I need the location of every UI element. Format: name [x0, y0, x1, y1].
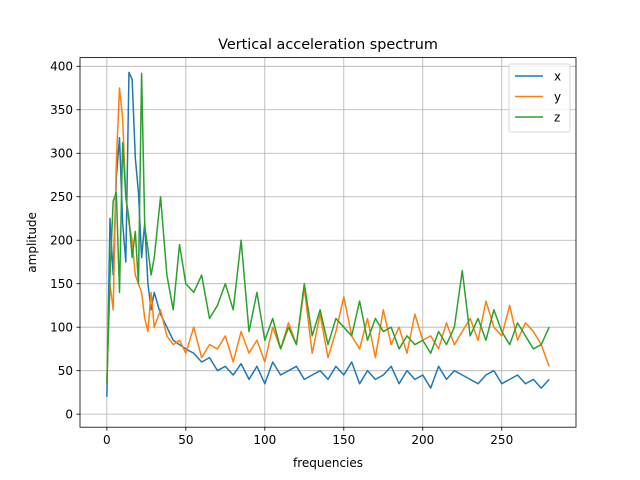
y-tick-label: 400 [50, 59, 73, 73]
plot-frame [79, 57, 577, 428]
series-line-x [106, 71, 550, 397]
chart-title: Vertical acceleration spectrum [218, 37, 438, 53]
y-tick-label: 150 [50, 277, 73, 291]
x-tick-label: 250 [490, 433, 513, 447]
x-tick-label: 200 [411, 433, 434, 447]
y-tick-label: 350 [50, 103, 73, 117]
legend-label-x: x [554, 70, 561, 84]
x-tick-label: 0 [103, 433, 111, 447]
y-tick-label: 250 [50, 190, 73, 204]
y-axis-label: amplitude [25, 212, 39, 273]
x-tick-label: 100 [253, 433, 276, 447]
y-tick-label: 300 [50, 146, 73, 160]
x-tick-label: 50 [178, 433, 193, 447]
x-axis-ticks: 0 50 100 150 200 250 [103, 427, 513, 447]
legend: xyz [508, 63, 571, 133]
grid-lines [80, 57, 576, 428]
x-axis-label: frequencies [293, 456, 363, 470]
legend-box [508, 63, 571, 133]
y-tick-label: 50 [58, 364, 73, 378]
y-tick-label: 200 [50, 233, 73, 247]
series-line-y [106, 87, 550, 380]
y-tick-label: 0 [65, 407, 73, 421]
y-axis-ticks: 0 50 100 150 200 250 300 350 400 [50, 59, 80, 421]
x-tick-label: 150 [332, 433, 355, 447]
legend-label-y: y [554, 90, 561, 104]
series-line-z [106, 72, 550, 384]
series-lines [106, 71, 550, 397]
y-tick-label: 100 [50, 320, 73, 334]
legend-label-z: z [554, 111, 560, 125]
